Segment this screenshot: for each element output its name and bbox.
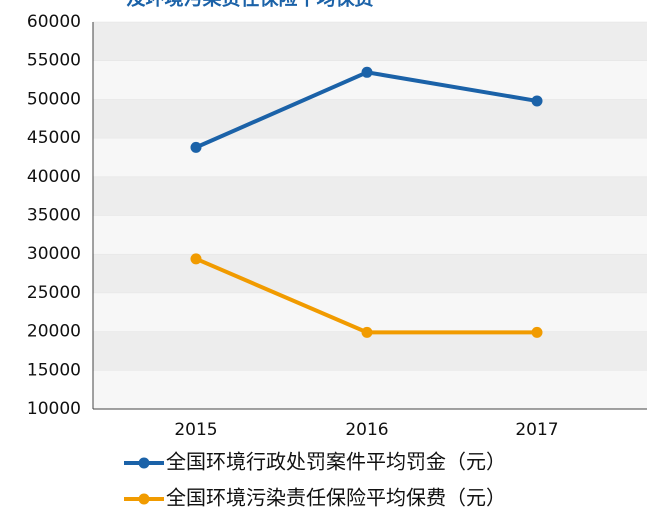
chart-title: 及环境污染责任保险平均保费 xyxy=(126,0,373,10)
grid-band xyxy=(93,254,647,293)
x-tick-label: 2015 xyxy=(174,420,217,440)
grid-band xyxy=(93,22,647,61)
y-tick-label: 15000 xyxy=(27,360,81,380)
x-tick-label: 2016 xyxy=(345,420,388,440)
grid-band xyxy=(93,60,647,100)
grid-band xyxy=(93,176,647,216)
y-tick-label: 25000 xyxy=(27,283,81,303)
point xyxy=(190,253,202,265)
legend-marker xyxy=(138,457,150,469)
y-tick-label: 50000 xyxy=(27,89,81,109)
point xyxy=(361,326,373,338)
y-tick-label: 60000 xyxy=(27,12,81,32)
point xyxy=(190,141,202,153)
y-tick-label: 40000 xyxy=(27,167,81,187)
grid-band xyxy=(93,215,647,255)
legend-label: 全国环境污染责任保险平均保费（元） xyxy=(166,486,506,510)
y-tick-label: 55000 xyxy=(27,51,81,71)
grid-band xyxy=(93,292,647,332)
y-tick-label: 20000 xyxy=(27,322,81,342)
grid-band xyxy=(93,331,647,371)
y-tick-label: 35000 xyxy=(27,206,81,226)
grid-band xyxy=(93,138,647,177)
y-tick-label: 30000 xyxy=(27,244,81,264)
grid-band xyxy=(93,99,647,139)
y-tick-label: 45000 xyxy=(27,128,81,148)
x-tick-label: 2017 xyxy=(515,420,558,440)
point xyxy=(531,95,543,107)
point xyxy=(361,66,373,78)
point xyxy=(531,326,543,338)
y-tick-label: 10000 xyxy=(27,399,81,419)
legend-marker xyxy=(138,493,150,505)
legend-label: 全国环境行政处罚案件平均罚金（元） xyxy=(166,450,506,474)
grid-band xyxy=(93,370,647,409)
